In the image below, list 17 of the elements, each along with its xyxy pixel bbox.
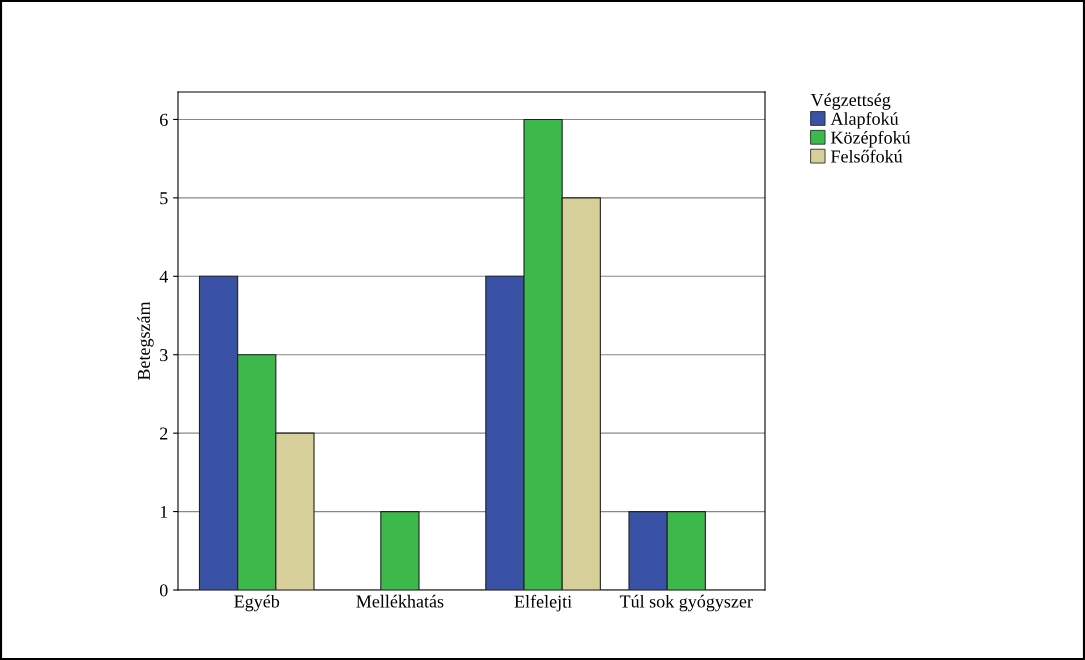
y-tick-label: 3	[160, 349, 168, 362]
x-tick-label: Egyéb	[234, 594, 280, 612]
legend-label: Felsőfokú	[830, 149, 903, 163]
bar	[380, 511, 420, 590]
x-tick-label: Mellékhatás	[356, 594, 444, 608]
y-tick-label: 6	[160, 113, 168, 126]
legend-label: Alapfokú	[830, 112, 899, 129]
y-tick-label: 0	[159, 584, 168, 597]
y-axis-title: Betegszám	[137, 301, 154, 381]
y-tick-label: 4	[159, 270, 168, 283]
y-tick-label: 1	[160, 505, 168, 518]
x-tick-label: Elfelejti	[514, 594, 572, 612]
legend-label: Középfokú	[830, 130, 911, 148]
y-tick-label: 2	[160, 427, 168, 440]
y-tick-label: 5	[160, 192, 168, 205]
legend-title: Végzettség	[810, 93, 891, 110]
x-tick-label: Túl sok gyógyszer	[619, 594, 753, 612]
